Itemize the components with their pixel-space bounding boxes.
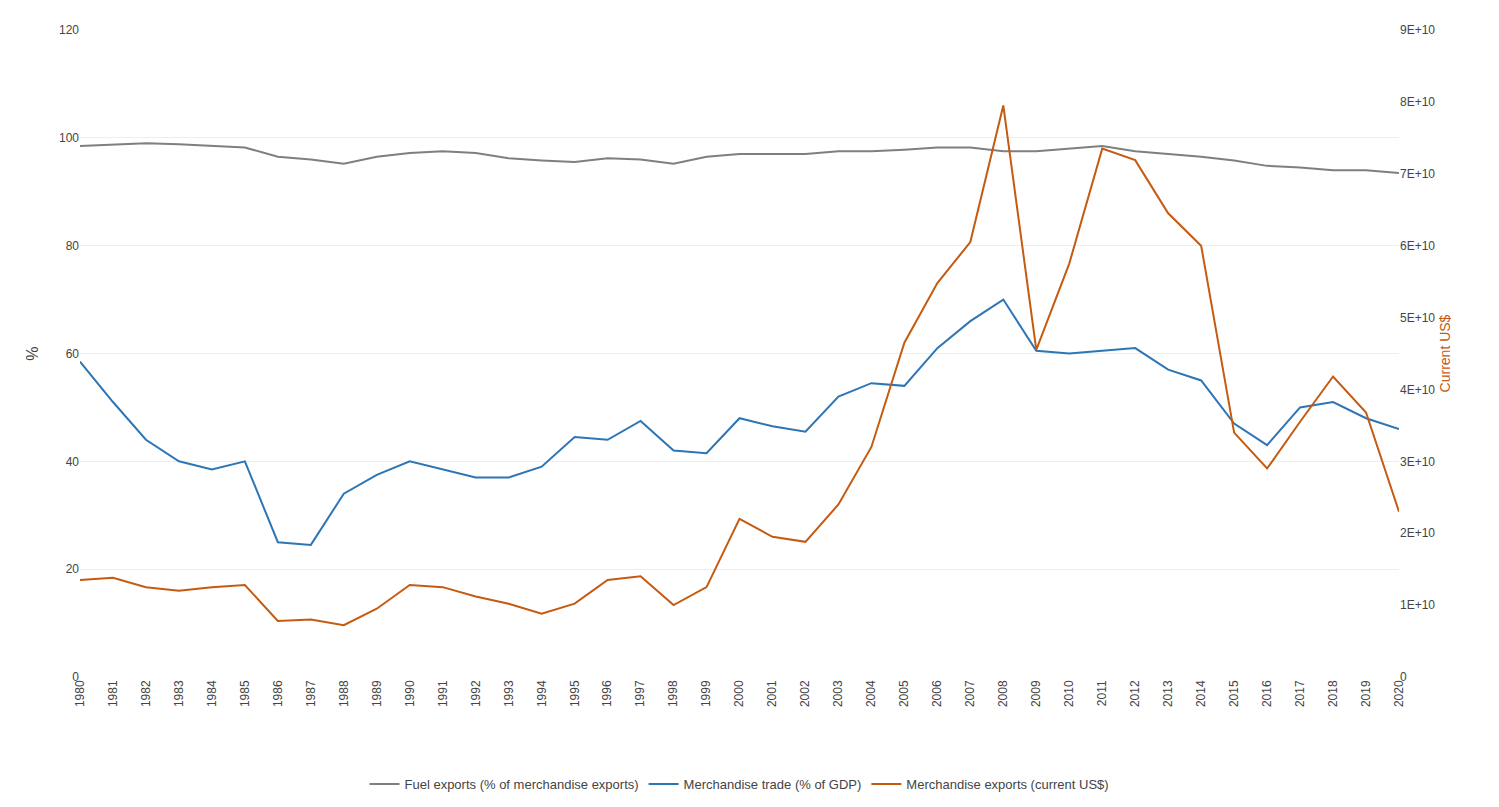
svg-text:4E+10: 4E+10 bbox=[1400, 383, 1435, 397]
svg-text:2011: 2011 bbox=[1095, 680, 1109, 706]
svg-text:1982: 1982 bbox=[139, 680, 153, 707]
svg-text:2005: 2005 bbox=[897, 680, 911, 707]
svg-text:1996: 1996 bbox=[601, 680, 615, 707]
svg-text:%: % bbox=[24, 346, 41, 360]
svg-text:5E+10: 5E+10 bbox=[1400, 311, 1435, 325]
svg-text:2E+10: 2E+10 bbox=[1400, 526, 1435, 540]
svg-text:2019: 2019 bbox=[1359, 680, 1373, 707]
svg-text:2000: 2000 bbox=[732, 680, 746, 707]
svg-text:2010: 2010 bbox=[1062, 680, 1076, 707]
svg-text:1985: 1985 bbox=[238, 680, 252, 707]
svg-text:60: 60 bbox=[66, 347, 80, 361]
svg-text:Current US$: Current US$ bbox=[1437, 314, 1453, 392]
svg-text:2014: 2014 bbox=[1194, 680, 1208, 707]
svg-text:Merchandise trade (% of GDP): Merchandise trade (% of GDP) bbox=[684, 777, 862, 792]
svg-text:100: 100 bbox=[59, 131, 79, 145]
svg-text:2007: 2007 bbox=[963, 680, 977, 707]
svg-text:1983: 1983 bbox=[172, 680, 186, 707]
svg-text:120: 120 bbox=[59, 23, 79, 37]
svg-text:1993: 1993 bbox=[502, 680, 516, 707]
svg-text:3E+10: 3E+10 bbox=[1400, 455, 1435, 469]
svg-text:9E+10: 9E+10 bbox=[1400, 23, 1435, 37]
svg-text:1989: 1989 bbox=[370, 680, 384, 707]
svg-text:2012: 2012 bbox=[1128, 680, 1142, 707]
svg-text:1984: 1984 bbox=[205, 680, 219, 707]
svg-text:2006: 2006 bbox=[930, 680, 944, 707]
svg-text:2003: 2003 bbox=[831, 680, 845, 707]
svg-text:40: 40 bbox=[66, 455, 80, 469]
svg-text:2020: 2020 bbox=[1392, 680, 1406, 707]
svg-text:1990: 1990 bbox=[403, 680, 417, 707]
svg-text:1E+10: 1E+10 bbox=[1400, 598, 1435, 612]
svg-text:Fuel exports (% of merchandise: Fuel exports (% of merchandise exports) bbox=[405, 777, 639, 792]
svg-text:2017: 2017 bbox=[1293, 680, 1307, 707]
svg-text:2013: 2013 bbox=[1161, 680, 1175, 707]
svg-text:2008: 2008 bbox=[996, 680, 1010, 707]
svg-text:1988: 1988 bbox=[337, 680, 351, 707]
svg-text:6E+10: 6E+10 bbox=[1400, 239, 1435, 253]
svg-text:8E+10: 8E+10 bbox=[1400, 95, 1435, 109]
svg-text:1995: 1995 bbox=[568, 680, 582, 707]
svg-text:2015: 2015 bbox=[1227, 680, 1241, 707]
svg-text:1997: 1997 bbox=[633, 680, 647, 707]
svg-text:1987: 1987 bbox=[304, 680, 318, 707]
svg-text:1986: 1986 bbox=[271, 680, 285, 707]
svg-text:7E+10: 7E+10 bbox=[1400, 167, 1435, 181]
svg-text:0: 0 bbox=[1400, 670, 1407, 684]
svg-text:1998: 1998 bbox=[666, 680, 680, 707]
svg-text:1981: 1981 bbox=[106, 680, 120, 707]
svg-text:80: 80 bbox=[66, 239, 80, 253]
svg-text:1980: 1980 bbox=[73, 680, 87, 707]
svg-text:2002: 2002 bbox=[798, 680, 812, 707]
svg-text:2001: 2001 bbox=[765, 680, 779, 707]
svg-text:2016: 2016 bbox=[1260, 680, 1274, 707]
svg-text:0: 0 bbox=[72, 670, 79, 684]
svg-text:1991: 1991 bbox=[436, 680, 450, 707]
svg-text:Merchandise exports (current U: Merchandise exports (current US$) bbox=[906, 777, 1108, 792]
svg-text:2004: 2004 bbox=[864, 680, 878, 707]
svg-text:1994: 1994 bbox=[535, 680, 549, 707]
svg-text:1992: 1992 bbox=[469, 680, 483, 707]
svg-text:20: 20 bbox=[66, 562, 80, 576]
svg-text:2018: 2018 bbox=[1326, 680, 1340, 707]
svg-text:1999: 1999 bbox=[699, 680, 713, 707]
svg-text:2009: 2009 bbox=[1029, 680, 1043, 707]
